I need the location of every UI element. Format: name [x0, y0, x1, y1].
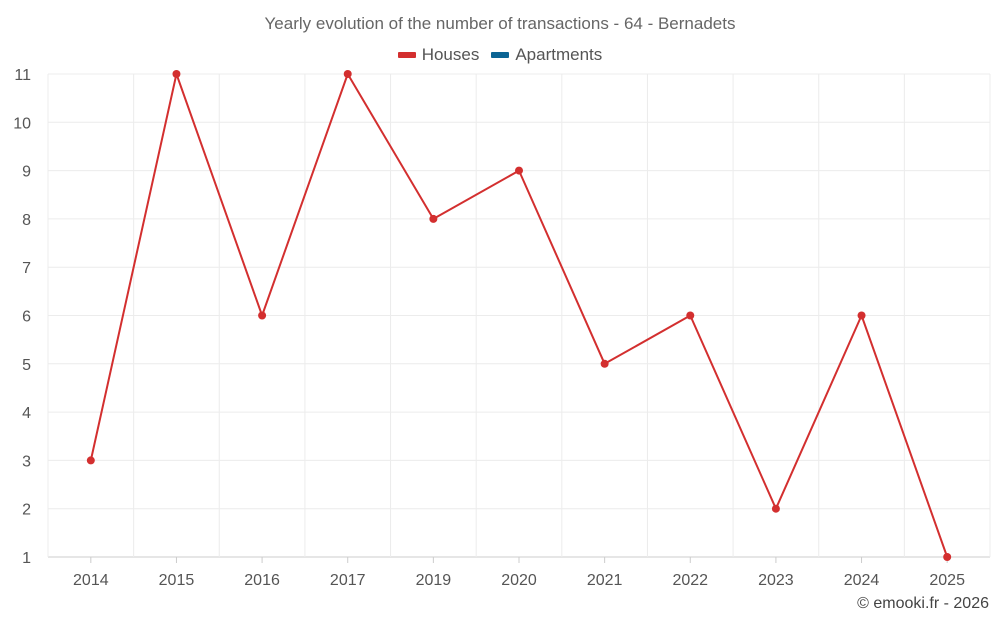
x-tick-label: 2022 [672, 572, 708, 589]
legend-item-apartments[interactable]: Apartments [491, 45, 602, 65]
data-point-houses [515, 166, 523, 175]
y-tick-label: 5 [22, 357, 31, 374]
y-tick-label: 10 [13, 115, 31, 132]
data-point-houses [771, 504, 780, 513]
legend-item-houses[interactable]: Houses [397, 45, 480, 65]
x-tick-label: 2014 [73, 572, 109, 589]
legend-swatch-apartments [491, 52, 510, 58]
legend-label-apartments: Apartments [515, 45, 603, 64]
legend: Houses Apartments [0, 45, 1000, 65]
chart-title: Yearly evolution of the number of transa… [264, 14, 736, 33]
data-point-houses [343, 70, 352, 78]
data-point-houses [686, 311, 695, 320]
credit-text: © emooki.fr - 2026 [857, 595, 989, 612]
x-tick-label: 2023 [758, 572, 794, 589]
y-tick-label: 3 [22, 453, 31, 470]
data-point-houses [429, 214, 438, 223]
y-tick-label: 7 [22, 260, 31, 277]
y-tick-label: 6 [22, 309, 31, 326]
legend-label-houses: Houses [421, 45, 480, 64]
y-tick-label: 9 [22, 164, 31, 181]
x-tick-label: 2015 [159, 572, 195, 589]
x-tick-label: 2017 [330, 572, 366, 589]
y-tick-label: 11 [14, 67, 31, 84]
x-tick-label: 2024 [844, 572, 880, 589]
data-point-houses [943, 553, 952, 561]
y-tick-label: 2 [22, 502, 31, 519]
data-point-houses [600, 359, 609, 368]
y-tick-label: 1 [22, 550, 31, 567]
x-tick-label: 2021 [587, 572, 623, 589]
data-point-houses [172, 70, 181, 78]
data-point-houses [86, 456, 95, 465]
y-tick-label: 8 [22, 212, 31, 229]
data-point-houses [258, 311, 267, 320]
x-tick-label: 2020 [501, 572, 537, 589]
x-tick-label: 2016 [244, 572, 280, 589]
x-tick-label: 2019 [416, 572, 452, 589]
x-tick-label: 2025 [929, 572, 965, 589]
legend-swatch-houses [397, 52, 416, 58]
data-point-houses [857, 311, 866, 320]
y-tick-label: 4 [22, 405, 31, 422]
